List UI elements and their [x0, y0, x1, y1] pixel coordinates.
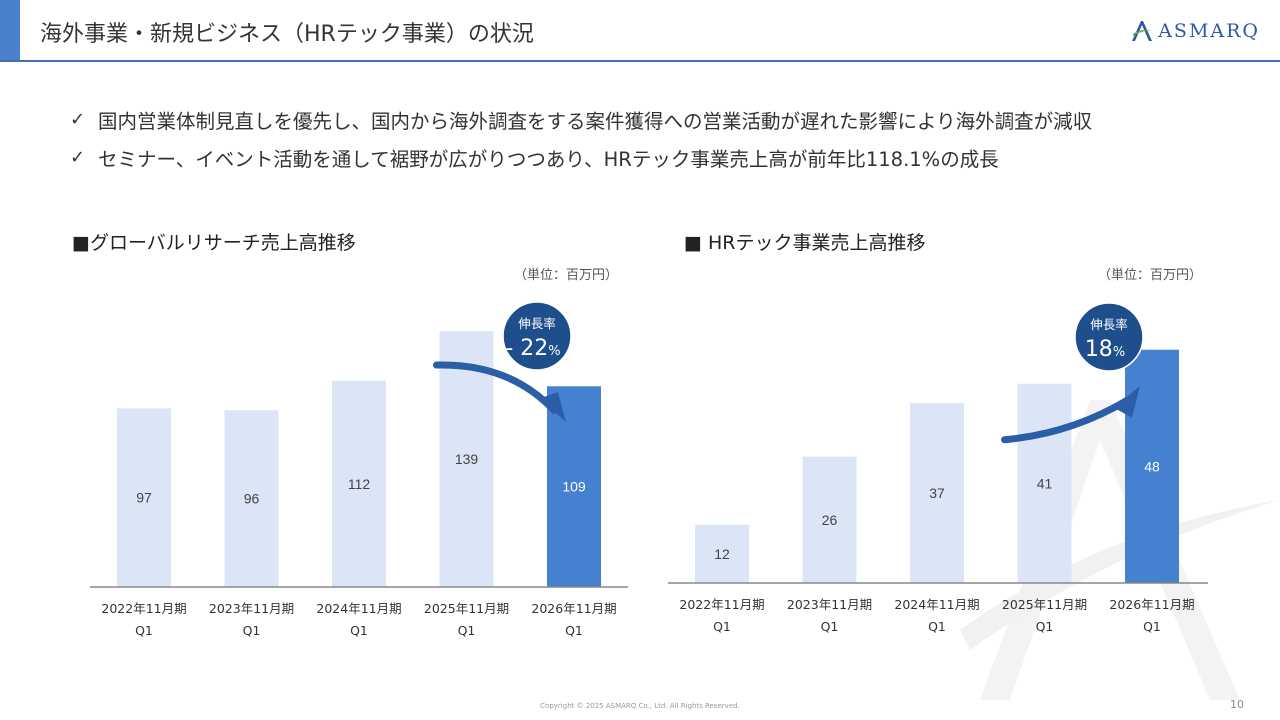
hrtech-unit: （単位：百万円） [1098, 268, 1203, 283]
checkmark-icon: ✓ [70, 108, 86, 130]
hrtech-chart: 12 2022年11月期 Q1 26 2023年11月期 Q1 37 2024年11月期 Q1 4… [668, 302, 1208, 634]
bar [1017, 383, 1072, 583]
hrtech-chart-title: ■ HRテック事業売上高推移 [684, 232, 926, 254]
growth-rate-suffix: % [548, 344, 560, 359]
bar [224, 410, 279, 587]
page-number: 10 [1230, 698, 1244, 711]
bar-value-label: 26 [822, 512, 838, 528]
bullet-item: ✓ セミナー、イベント活動を通して裾野が広がりつつあり、HRテック事業売上高が前… [70, 138, 1092, 176]
x-tick-label: 2022年11月期 [679, 597, 764, 612]
bar-value-label: 48 [1144, 458, 1160, 474]
x-tick-label: 2023年11月期 [209, 601, 294, 616]
x-tick-sublabel: Q1 [1143, 619, 1161, 634]
growth-rate-suffix: % [1113, 345, 1125, 360]
x-tick-label: 2025年11月期 [1002, 597, 1087, 612]
bullet-list: ✓ 国内営業体制見直しを優先し、国内から海外調査をする案件獲得への営業活動が遅れ… [70, 100, 1092, 176]
bar [439, 331, 494, 587]
trend-arrow-head [1114, 385, 1140, 418]
x-tick-sublabel: Q1 [713, 619, 731, 634]
bar [910, 403, 964, 583]
x-tick-label: 2022年11月期 [101, 601, 186, 616]
growth-rate-badge [502, 301, 572, 371]
growth-rate-label: 伸長率 [518, 316, 556, 331]
page-title: 海外事業・新規ビジネス（HRテック事業）の状況 [40, 22, 534, 47]
x-tick-sublabel: Q1 [565, 623, 583, 638]
global-research-chart-title: ■グローバルリサーチ売上高推移 [72, 232, 356, 254]
title-accent [0, 0, 20, 60]
growth-rate-badge [1074, 302, 1144, 372]
x-tick-sublabel: Q1 [135, 623, 153, 638]
bar-value-label: 41 [1037, 475, 1053, 491]
x-tick-sublabel: Q1 [821, 619, 839, 634]
bullet-text: 国内営業体制見直しを優先し、国内から海外調査をする案件獲得への営業活動が遅れた影… [98, 109, 1093, 133]
x-tick-sublabel: Q1 [350, 623, 368, 638]
checkmark-icon: ✓ [70, 146, 86, 168]
bar [547, 386, 601, 587]
x-tick-sublabel: Q1 [458, 623, 476, 638]
logo-text: ASMARQ [1158, 20, 1260, 42]
bar-value-label: 37 [929, 485, 945, 501]
bar [332, 380, 386, 587]
bar [695, 524, 749, 583]
company-logo: ASMARQ [1130, 16, 1260, 46]
bar [1125, 349, 1179, 583]
bar [117, 408, 171, 587]
bar-value-label: 109 [562, 479, 586, 495]
bar-value-label: 112 [348, 476, 371, 492]
bar-value-label: 97 [136, 490, 152, 506]
x-tick-label: 2023年11月期 [787, 597, 872, 612]
x-tick-label: 2024年11月期 [316, 601, 401, 616]
bar-value-label: 12 [714, 546, 730, 562]
trend-arrow-head [540, 392, 566, 423]
bullet-text: セミナー、イベント活動を通して裾野が広がりつつあり、HRテック事業売上高が前年比… [98, 147, 999, 171]
watermark-logo-icon [960, 400, 1280, 700]
x-tick-sublabel: Q1 [1036, 619, 1054, 634]
global-research-chart: 97 2022年11月期 Q1 96 2023年11月期 Q1 112 2024年11月期 Q1… [90, 301, 628, 638]
bullet-item: ✓ 国内営業体制見直しを優先し、国内から海外調査をする案件獲得への営業活動が遅れ… [70, 100, 1092, 138]
bar-value-label: 96 [244, 491, 260, 507]
global-research-unit: （単位：百万円） [514, 268, 619, 283]
copyright: Copyright © 2025 ASMARQ Co., Ltd. All Ri… [540, 702, 740, 710]
x-tick-label: 2024年11月期 [894, 597, 979, 612]
bar [802, 456, 857, 583]
x-tick-sublabel: Q1 [928, 619, 946, 634]
x-tick-label: 2026年11月期 [1109, 597, 1194, 612]
asmarq-a-logo-icon [1132, 21, 1153, 41]
x-tick-sublabel: Q1 [243, 623, 261, 638]
x-tick-label: 2025年11月期 [424, 601, 509, 616]
title-bar: 海外事業・新規ビジネス（HRテック事業）の状況 ASMARQ [0, 0, 1280, 62]
x-tick-label: 2026年11月期 [531, 601, 616, 616]
bar-value-label: 139 [455, 451, 479, 467]
growth-rate-label: 伸長率 [1090, 317, 1128, 332]
